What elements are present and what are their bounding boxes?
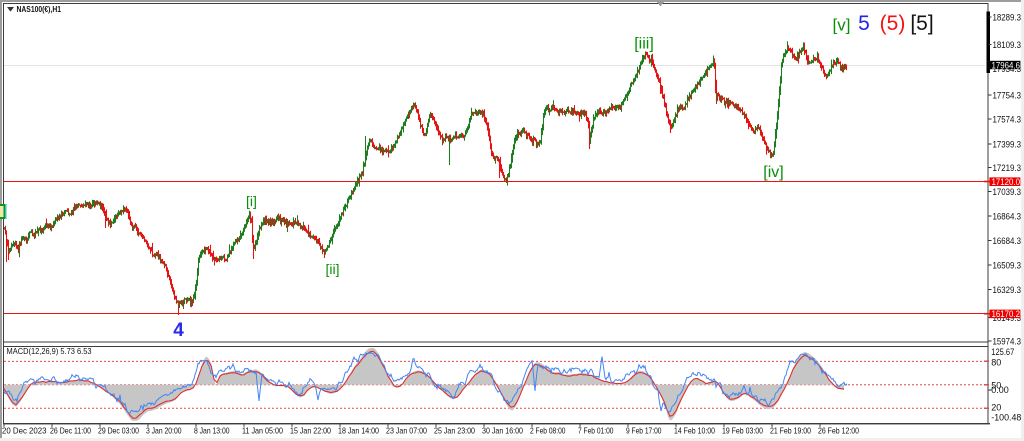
svg-text:[iii]: [iii] xyxy=(634,36,654,53)
svg-text:19 Feb 03:00: 19 Feb 03:00 xyxy=(722,425,763,435)
svg-text:17120.0: 17120.0 xyxy=(992,177,1021,187)
svg-text:5: 5 xyxy=(858,12,870,35)
svg-text:30 Jan 16:00: 30 Jan 16:00 xyxy=(482,425,523,435)
svg-text:80: 80 xyxy=(991,357,1001,367)
svg-text:MACD(12,26,9) 5.73 6.53: MACD(12,26,9) 5.73 6.53 xyxy=(7,346,92,356)
svg-text:20 Dec 2023: 20 Dec 2023 xyxy=(2,425,47,435)
svg-text:[5]: [5] xyxy=(910,12,933,35)
svg-text:7 Feb 01:00: 7 Feb 01:00 xyxy=(578,425,614,435)
svg-text:18109.3: 18109.3 xyxy=(993,40,1022,50)
svg-text:17399.3: 17399.3 xyxy=(993,139,1022,149)
svg-text:0.00: 0.00 xyxy=(991,385,1009,395)
svg-text:17219.3: 17219.3 xyxy=(993,163,1022,173)
svg-text:[i]: [i] xyxy=(246,193,257,209)
svg-text:17754.3: 17754.3 xyxy=(993,90,1022,100)
svg-text:21 Feb 19:00: 21 Feb 19:00 xyxy=(770,425,811,435)
svg-text:23 Jan 07:00: 23 Jan 07:00 xyxy=(386,425,427,435)
svg-text:14 Feb 10:00: 14 Feb 10:00 xyxy=(674,425,715,435)
svg-text:26 Dec 11:00: 26 Dec 11:00 xyxy=(50,425,91,435)
svg-text:16329.3: 16329.3 xyxy=(993,285,1022,295)
svg-text:15 Jan 22:00: 15 Jan 22:00 xyxy=(290,425,331,435)
svg-text:[v]: [v] xyxy=(833,16,851,35)
svg-text:17039.3: 17039.3 xyxy=(993,187,1022,197)
svg-text:9 Feb 17:00: 9 Feb 17:00 xyxy=(626,425,662,435)
svg-text:2 Feb 08:00: 2 Feb 08:00 xyxy=(530,425,566,435)
svg-text:26 Feb 12:00: 26 Feb 12:00 xyxy=(818,425,859,435)
svg-text:17964.6: 17964.6 xyxy=(992,60,1021,70)
svg-text:11 Jan 05:00: 11 Jan 05:00 xyxy=(242,425,283,435)
svg-text:3 Jan 20:00: 3 Jan 20:00 xyxy=(146,425,182,435)
svg-text:8 Jan 13:00: 8 Jan 13:00 xyxy=(194,425,230,435)
svg-text:29 Dec 03:00: 29 Dec 03:00 xyxy=(98,425,139,435)
svg-text:18289.3: 18289.3 xyxy=(993,12,1022,22)
svg-text:125.67: 125.67 xyxy=(991,347,1014,357)
svg-text:16684.3: 16684.3 xyxy=(993,236,1022,246)
svg-text:50: 50 xyxy=(991,380,1001,390)
svg-text:18 Jan 14:00: 18 Jan 14:00 xyxy=(338,425,379,435)
svg-text:20: 20 xyxy=(991,402,1001,412)
svg-text:4: 4 xyxy=(173,320,184,341)
svg-text:16170.2: 16170.2 xyxy=(992,309,1021,319)
svg-text:NAS100(€),H1: NAS100(€),H1 xyxy=(17,4,62,14)
svg-text:16509.3: 16509.3 xyxy=(993,260,1022,270)
svg-text:(5): (5) xyxy=(880,12,906,35)
svg-text:[ii]: [ii] xyxy=(326,261,340,277)
svg-text:15974.3: 15974.3 xyxy=(993,336,1022,346)
svg-text:[iv]: [iv] xyxy=(763,164,783,181)
svg-text:25 Jan 23:00: 25 Jan 23:00 xyxy=(434,425,475,435)
svg-text:17574.3: 17574.3 xyxy=(993,114,1022,124)
svg-text:-100.48: -100.48 xyxy=(991,413,1021,423)
svg-text:16864.3: 16864.3 xyxy=(993,211,1022,221)
